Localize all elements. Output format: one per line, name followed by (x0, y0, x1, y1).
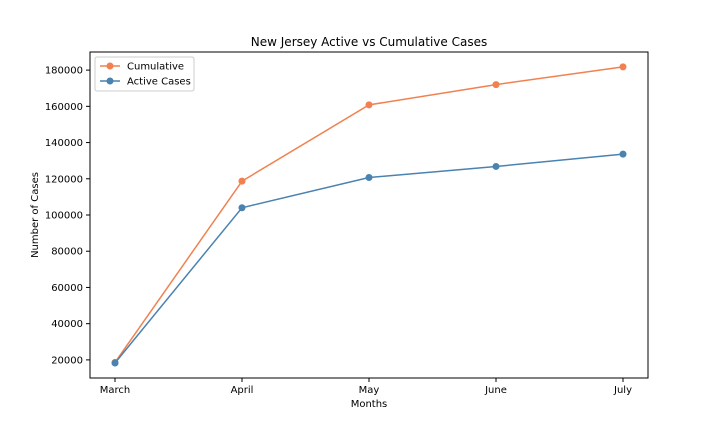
series-active-cases (111, 150, 627, 367)
data-point (238, 204, 246, 212)
x-axis: March April May June July (100, 378, 632, 396)
x-tick-label: July (613, 385, 632, 396)
data-point (365, 174, 373, 182)
data-point (365, 101, 373, 109)
series-line (114, 153, 624, 364)
data-point (492, 81, 500, 89)
y-tick-label: 140000 (45, 138, 83, 149)
x-tick-label: May (359, 385, 380, 396)
x-axis-label: Months (351, 399, 388, 410)
data-point (619, 63, 627, 71)
data-point (492, 162, 500, 170)
series-cumulative (111, 63, 627, 366)
y-tick-label: 100000 (45, 211, 83, 222)
legend-label: Active Cases (127, 77, 191, 88)
data-point (238, 177, 246, 185)
legend-item: Cumulative (100, 62, 184, 73)
data-point (111, 359, 119, 367)
legend-label: Cumulative (127, 62, 184, 73)
y-tick-label: 180000 (45, 66, 83, 77)
legend-marker (106, 77, 114, 85)
data-point (619, 150, 627, 158)
y-tick-label: 20000 (51, 355, 83, 366)
y-tick-label: 80000 (51, 247, 83, 258)
y-axis: 20000 40000 60000 80000 100000 120000 140000 16… (45, 66, 90, 366)
legend-marker (106, 62, 114, 70)
legend-item: Active Cases (100, 77, 191, 88)
plot-area-frame (89, 51, 649, 379)
legend: Cumulative Active Cases (94, 56, 195, 92)
x-tick-label: April (231, 385, 254, 396)
series-layer (111, 63, 627, 367)
y-tick-label: 40000 (51, 319, 83, 330)
chart-title: New Jersey Active vs Cumulative Cases (251, 35, 487, 49)
y-tick-label: 120000 (45, 174, 83, 185)
series-line (114, 66, 624, 363)
y-tick-label: 160000 (45, 102, 83, 113)
y-tick-label: 60000 (51, 283, 83, 294)
x-tick-label: June (484, 385, 507, 396)
x-tick-label: March (100, 385, 130, 396)
y-axis-label: Number of Cases (30, 172, 41, 258)
